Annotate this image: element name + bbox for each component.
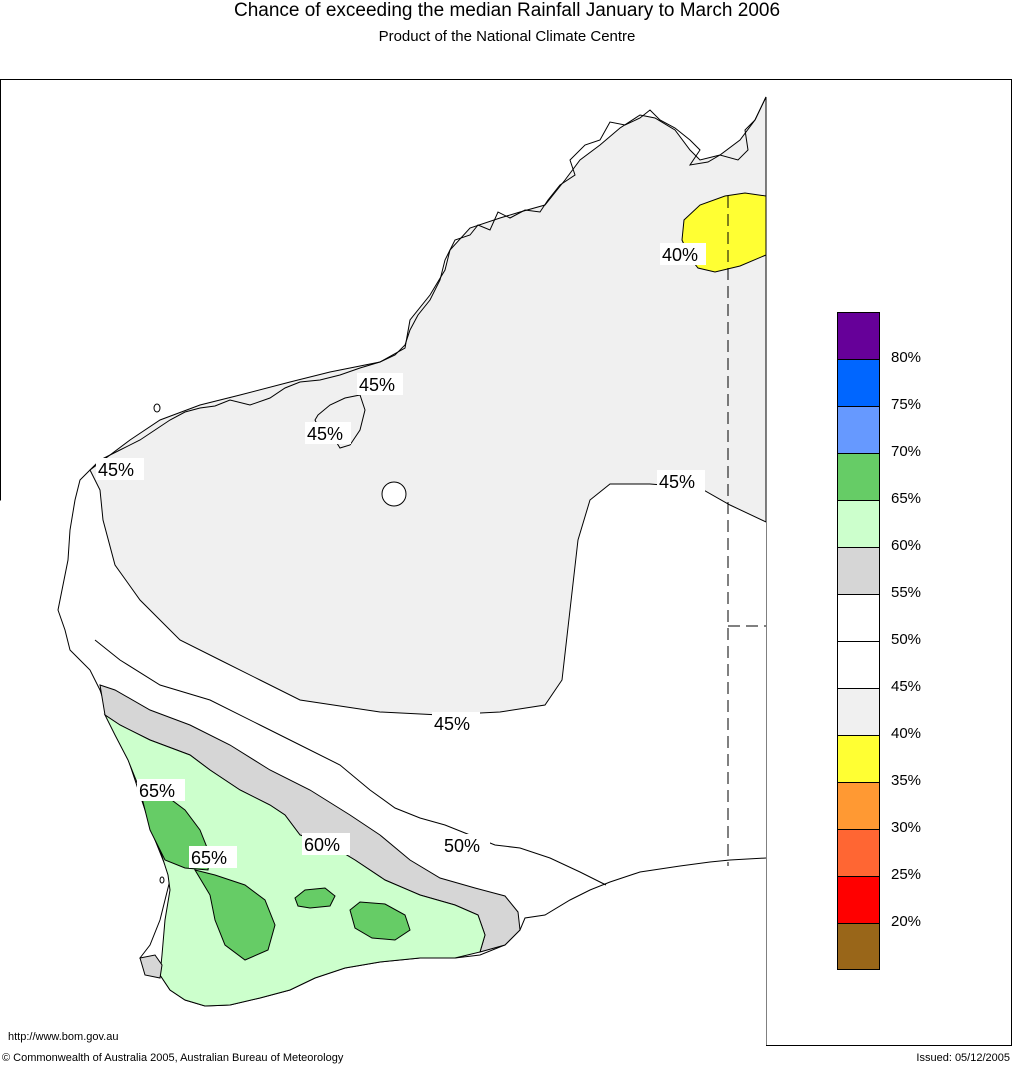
zone-55-60-sw xyxy=(139,954,163,979)
legend-swatch xyxy=(837,453,880,500)
legend-swatch xyxy=(837,923,880,970)
contour-label: 65% xyxy=(139,781,175,801)
legend-label: 60% xyxy=(891,537,922,554)
contour-50 xyxy=(94,639,607,886)
legend-swatch xyxy=(837,641,880,688)
source-url[interactable]: http://www.bom.gov.au xyxy=(8,1031,119,1043)
legend-label: 40% xyxy=(891,725,922,742)
contour-label: 45% xyxy=(434,714,470,734)
zone-65-70-east xyxy=(349,901,411,941)
legend-label: 25% xyxy=(891,866,922,883)
legend-swatch xyxy=(837,829,880,876)
legend-swatch xyxy=(837,500,880,547)
legend-swatch xyxy=(837,688,880,735)
contour-label: 40% xyxy=(662,245,698,265)
legend-label: 75% xyxy=(891,396,922,413)
legend-label: 70% xyxy=(891,443,922,460)
issued-date: Issued: 05/12/2005 xyxy=(916,1052,1010,1064)
legend-label: 30% xyxy=(891,819,922,836)
contour-label: 45% xyxy=(307,424,343,444)
legend-label: 35% xyxy=(891,772,922,789)
legend-swatch xyxy=(837,406,880,453)
zone-65-70-small xyxy=(294,887,336,909)
contour-label: 45% xyxy=(359,375,395,395)
legend-swatch xyxy=(837,594,880,641)
legend-swatch xyxy=(837,735,880,782)
contour-label: 45% xyxy=(659,472,695,492)
legend-swatch xyxy=(837,359,880,406)
island xyxy=(153,403,161,413)
legend-label: 65% xyxy=(891,490,922,507)
map-title: Chance of exceeding the median Rainfall … xyxy=(233,0,781,21)
zone-40-45 xyxy=(89,96,767,716)
state-border xyxy=(727,196,766,866)
legend-label: 55% xyxy=(891,584,922,601)
zone-65-70-central xyxy=(193,869,276,961)
legend-label: 80% xyxy=(891,349,922,366)
legend-swatch xyxy=(837,782,880,829)
contour-label: 60% xyxy=(304,835,340,855)
legend-label: 45% xyxy=(891,678,922,695)
contour-label: 65% xyxy=(191,848,227,868)
legend-label: 50% xyxy=(891,631,922,648)
legend-swatch xyxy=(837,876,880,923)
contour-label: 45% xyxy=(98,460,134,480)
contour-45-ring xyxy=(381,481,407,507)
island xyxy=(159,876,165,884)
legend-swatch xyxy=(837,312,880,359)
legend-swatch xyxy=(837,547,880,594)
legend-label: 20% xyxy=(891,913,922,930)
contour-label: 50% xyxy=(444,836,480,856)
copyright-text: © Commonwealth of Australia 2005, Austra… xyxy=(2,1052,344,1064)
map-subtitle: Product of the National Climate Centre xyxy=(378,28,636,45)
